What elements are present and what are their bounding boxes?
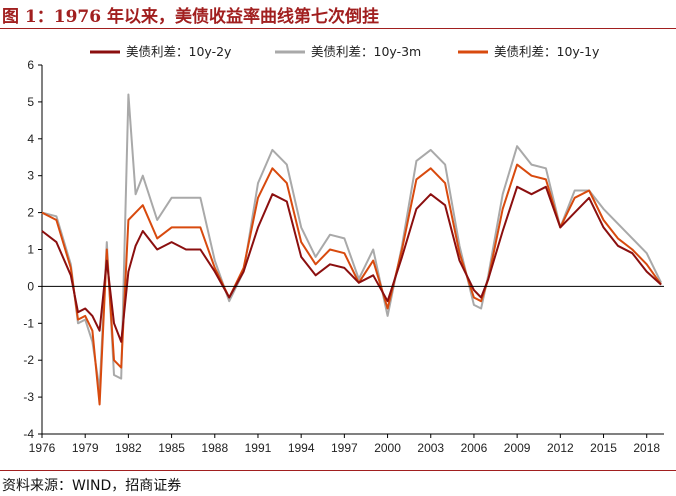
x-tick-label: 2009 [504,441,531,455]
x-tick-label: 1979 [72,441,99,455]
x-tick-label: 1985 [158,441,185,455]
x-tick-label: 1982 [115,441,142,455]
legend-label-1: 美债利差：10y-3m [311,44,421,59]
x-tick-label: 1997 [331,441,358,455]
x-tick-label: 2000 [374,441,401,455]
series-line-1 [41,93,662,391]
y-tick-label: 3 [27,169,34,183]
x-tick-label: 2012 [547,441,574,455]
x-tick-label: 2015 [590,441,617,455]
y-tick-label: 2 [27,206,34,220]
y-tick-label: 6 [27,58,34,72]
y-tick-label: 4 [27,132,34,146]
series-line-2 [41,163,662,406]
source-note: 资料来源：WIND，招商证券 [2,478,182,494]
y-tick-label: -3 [23,390,34,404]
x-tick-label: 1976 [29,441,56,455]
footer-divider [0,470,676,471]
legend-label-2: 美债利差：10y-1y [494,44,600,59]
figure-title: 图 1：1976 年以来，美债收益率曲线第七次倒挂 [2,7,379,27]
y-tick-label: -1 [23,316,34,330]
y-tick-label: -2 [23,353,34,367]
x-tick-label: 1991 [245,441,272,455]
y-tick-label: 1 [27,243,34,257]
x-tick-label: 2006 [461,441,488,455]
x-tick-label: 1988 [201,441,228,455]
y-tick-label: 5 [27,95,34,109]
title-divider [0,28,676,29]
x-tick-label: 1994 [288,441,315,455]
x-tick-label: 2003 [417,441,444,455]
y-tick-label: -4 [23,427,34,441]
series-line-0 [41,185,662,343]
legend-label-0: 美债利差：10y-2y [126,44,232,59]
x-tick-label: 2018 [633,441,660,455]
y-tick-label: 0 [27,279,34,293]
